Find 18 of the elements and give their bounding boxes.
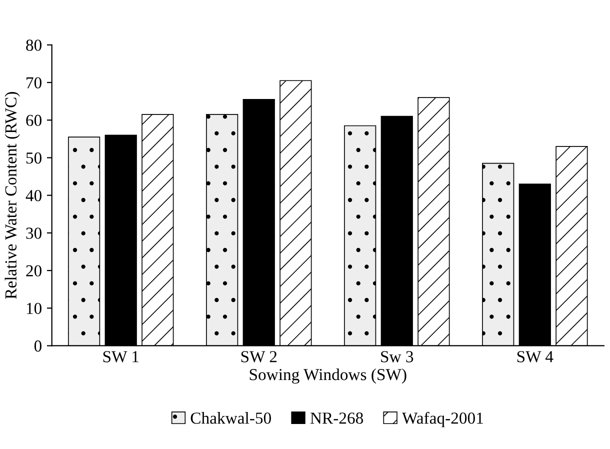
legend-label: Wafaq-2001 — [402, 412, 483, 428]
y-tick-label: 30 — [26, 228, 42, 239]
x-tick-label: Sw 3 — [381, 351, 414, 362]
x-tick-label: SW 2 — [241, 351, 277, 362]
legend-label: Chakwal-50 — [190, 412, 271, 424]
y-tick-label: 40 — [26, 190, 42, 202]
x-axis-title: Sowing Windows (SW) — [250, 368, 406, 384]
y-tick-label: 60 — [26, 114, 42, 126]
y-tick-label: 50 — [26, 152, 42, 164]
y-tick-label: 20 — [26, 265, 42, 276]
y-axis-title: Relative Water Content (RWC) — [4, 92, 20, 299]
x-tick-label: SW 4 — [517, 351, 554, 362]
y-tick-label: 70 — [26, 77, 42, 88]
y-tick-label: 80 — [26, 40, 42, 51]
y-tick-label: 10 — [26, 302, 42, 314]
x-tick-label: SW 1 — [103, 351, 138, 362]
y-tick-label: 0 — [34, 340, 42, 352]
legend-label: NR-268 — [310, 412, 364, 424]
